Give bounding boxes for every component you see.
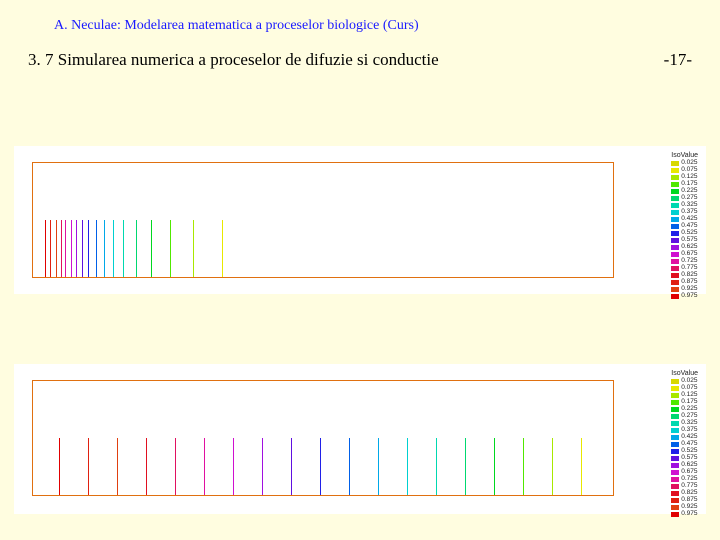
legend-swatch	[671, 463, 679, 468]
legend-label: 0.975	[681, 511, 697, 518]
legend-swatch	[671, 196, 679, 201]
iso-line	[407, 438, 408, 495]
legend-swatch	[671, 400, 679, 405]
iso-line	[436, 438, 437, 495]
legend-swatch	[671, 189, 679, 194]
author-line: A. Neculae: Modelarea matematica a proce…	[54, 18, 419, 34]
legend-swatch	[671, 280, 679, 285]
iso-line	[262, 438, 263, 495]
iso-line	[320, 438, 321, 495]
legend-swatch	[671, 175, 679, 180]
iso-line	[233, 438, 234, 495]
section-title: 3. 7 Simularea numerica a proceselor de …	[28, 50, 439, 70]
legend-swatch	[671, 231, 679, 236]
legend-swatch	[671, 449, 679, 454]
iso-line	[581, 438, 582, 495]
legend-swatch	[671, 393, 679, 398]
iso-line	[193, 220, 194, 277]
iso-line	[61, 220, 62, 277]
iso-line	[523, 438, 524, 495]
iso-line	[222, 220, 223, 277]
iso-line	[552, 438, 553, 495]
legend-swatch	[671, 266, 679, 271]
legend-swatch	[671, 491, 679, 496]
legend-swatch	[671, 414, 679, 419]
legend-row: 0.975	[671, 293, 698, 300]
iso-line	[45, 220, 46, 277]
iso-line	[117, 438, 118, 495]
figure-1: IsoValue 0.0250.0750.1250.1750.2250.2750…	[14, 146, 706, 294]
legend-swatch	[671, 245, 679, 250]
iso-line	[76, 220, 77, 277]
legend-swatch	[671, 421, 679, 426]
figure-2-plot	[32, 380, 614, 496]
legend-swatch	[671, 161, 679, 166]
legend-swatch	[671, 435, 679, 440]
legend-swatch	[671, 428, 679, 433]
legend-label: 0.975	[681, 293, 697, 300]
legend-swatch	[671, 182, 679, 187]
iso-line	[465, 438, 466, 495]
legend-swatch	[671, 442, 679, 447]
page-number: -17-	[664, 50, 692, 70]
iso-line	[170, 220, 171, 277]
iso-line	[136, 220, 137, 277]
iso-line	[146, 438, 147, 495]
iso-line	[82, 220, 83, 277]
legend-swatch	[671, 294, 679, 299]
iso-line	[113, 220, 114, 277]
legend-swatch	[671, 477, 679, 482]
iso-line	[494, 438, 495, 495]
legend-swatch	[671, 203, 679, 208]
legend-swatch	[671, 484, 679, 489]
figure-1-plot	[32, 162, 614, 278]
iso-line	[378, 438, 379, 495]
legend-swatch	[671, 217, 679, 222]
legend-swatch	[671, 168, 679, 173]
legend-title: IsoValue	[671, 370, 698, 377]
iso-line	[104, 220, 105, 277]
iso-line	[56, 220, 57, 277]
iso-line	[349, 438, 350, 495]
iso-line	[65, 220, 66, 277]
legend-swatch	[671, 456, 679, 461]
iso-line	[96, 220, 97, 277]
legend-swatch	[671, 407, 679, 412]
figure-2-legend: IsoValue 0.0250.0750.1250.1750.2250.2750…	[671, 370, 698, 518]
legend-swatch	[671, 259, 679, 264]
iso-line	[204, 438, 205, 495]
legend-swatch	[671, 498, 679, 503]
legend-swatch	[671, 210, 679, 215]
legend-swatch	[671, 252, 679, 257]
legend-row: 0.975	[671, 511, 698, 518]
legend-swatch	[671, 386, 679, 391]
iso-line	[88, 438, 89, 495]
legend-title: IsoValue	[671, 152, 698, 159]
iso-line	[59, 438, 60, 495]
iso-line	[175, 438, 176, 495]
iso-line	[50, 220, 51, 277]
legend-swatch	[671, 273, 679, 278]
legend-swatch	[671, 512, 679, 517]
iso-line	[151, 220, 152, 277]
iso-line	[88, 220, 89, 277]
iso-line	[123, 220, 124, 277]
iso-line	[71, 220, 72, 277]
legend-swatch	[671, 470, 679, 475]
legend-swatch	[671, 238, 679, 243]
legend-swatch	[671, 287, 679, 292]
legend-swatch	[671, 224, 679, 229]
figure-2: IsoValue 0.0250.0750.1250.1750.2250.2750…	[14, 364, 706, 514]
legend-swatch	[671, 379, 679, 384]
figure-1-legend: IsoValue 0.0250.0750.1250.1750.2250.2750…	[671, 152, 698, 300]
legend-swatch	[671, 505, 679, 510]
iso-line	[291, 438, 292, 495]
